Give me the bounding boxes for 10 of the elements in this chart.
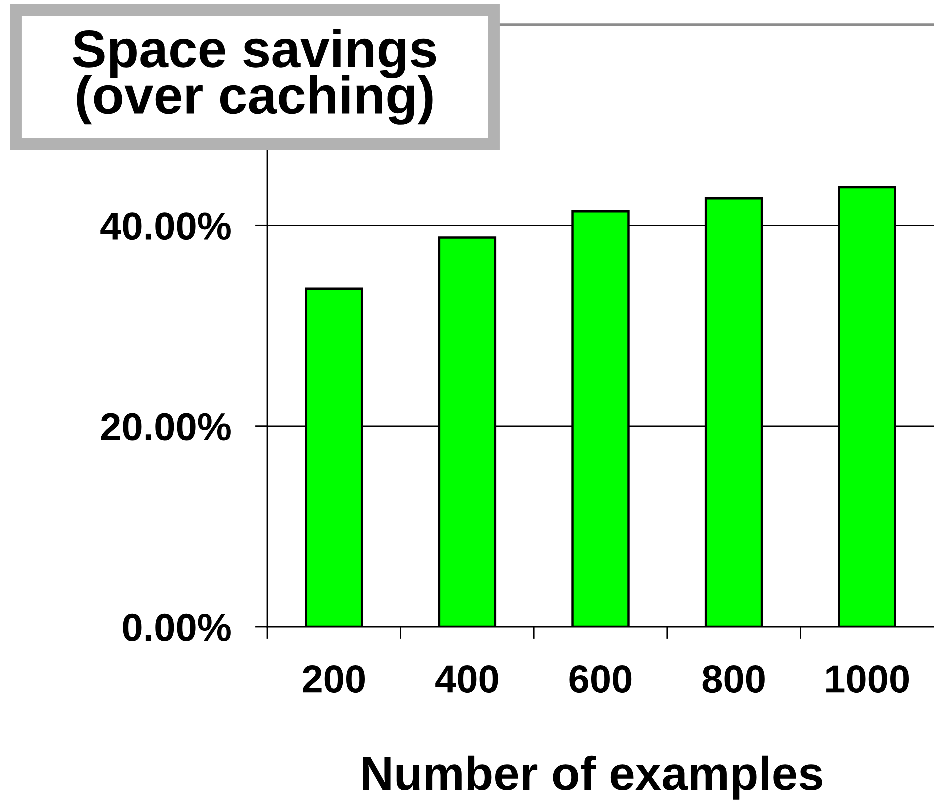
y-tick-label: 20.00%	[101, 413, 231, 441]
chart-title: Space savings (over caching)	[73, 29, 436, 125]
x-tick-label: 600	[570, 666, 632, 694]
x-axis-title: Number of examples	[363, 756, 822, 800]
x-tick-label: 400	[436, 666, 498, 694]
x-tick-label: 1000	[826, 666, 910, 694]
y-tick-label: 40.00%	[100, 212, 231, 240]
x-tick-label: 200	[303, 666, 365, 694]
y-tick-label: 0.00%	[123, 614, 231, 642]
x-tick-label: 800	[702, 666, 765, 694]
